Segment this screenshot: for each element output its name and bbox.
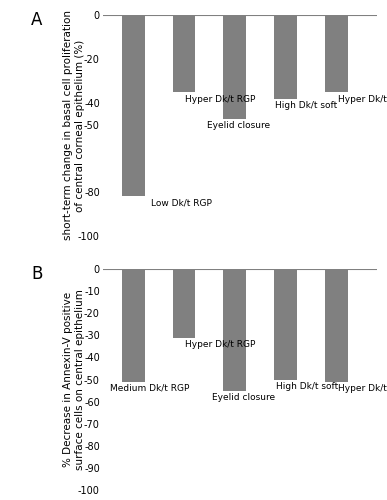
- Text: Hyper Dk/t RGP: Hyper Dk/t RGP: [185, 340, 255, 349]
- Bar: [274, 15, 297, 99]
- Text: A: A: [31, 10, 43, 29]
- Bar: [325, 15, 348, 92]
- Text: Eyelid closure: Eyelid closure: [212, 393, 275, 402]
- Text: Hyper Dk/t soft: Hyper Dk/t soft: [337, 94, 387, 104]
- Bar: [173, 15, 195, 92]
- Text: B: B: [31, 264, 43, 282]
- Text: High Dk/t soft: High Dk/t soft: [276, 382, 338, 390]
- Text: Low Dk/t RGP: Low Dk/t RGP: [151, 198, 212, 207]
- Bar: [122, 269, 144, 382]
- Text: Medium Dk/t RGP: Medium Dk/t RGP: [110, 384, 190, 393]
- Text: Hyper Dk/t RGP: Hyper Dk/t RGP: [185, 94, 255, 104]
- Text: High Dk/t soft: High Dk/t soft: [274, 101, 337, 110]
- Bar: [223, 15, 246, 119]
- Bar: [173, 269, 195, 338]
- Bar: [223, 269, 246, 390]
- Y-axis label: % Decrease in Annexin-V positive
surface cells on central epithelium: % Decrease in Annexin-V positive surface…: [63, 289, 84, 470]
- Bar: [122, 15, 144, 196]
- Bar: [325, 269, 348, 382]
- Y-axis label: short-term change in basal cell proliferation
of central corneal epithelium (%): short-term change in basal cell prolifer…: [63, 10, 84, 240]
- Text: Hyper Dk/t soft: Hyper Dk/t soft: [337, 384, 387, 393]
- Bar: [274, 269, 297, 380]
- Text: Eyelid closure: Eyelid closure: [207, 121, 270, 130]
